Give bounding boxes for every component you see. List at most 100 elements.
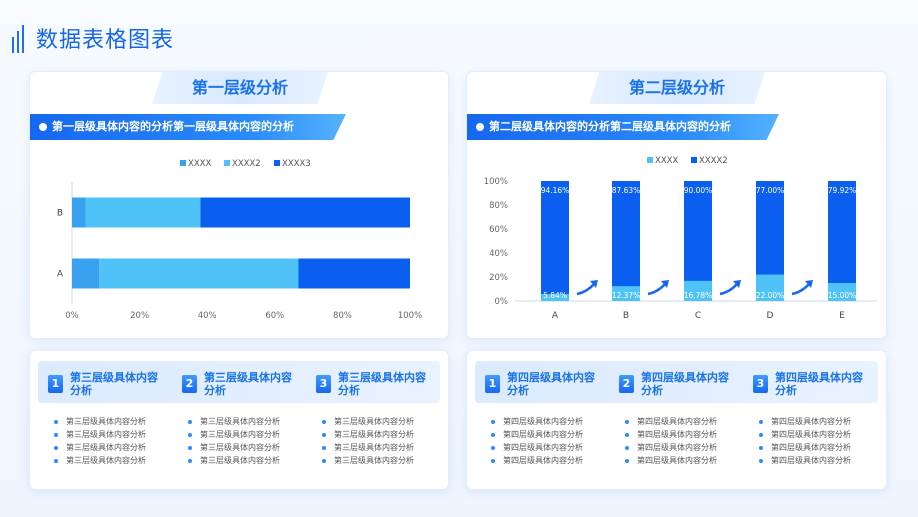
panel-header-left: 第一层级分析 bbox=[152, 72, 328, 104]
horizontal-bar-chart: XXXX XXXX2 XXXX3 A B 0% 20% 40% 60% 80% 100% bbox=[57, 159, 422, 321]
column-bar-segment bbox=[612, 286, 640, 301]
trend-arrow-icon bbox=[719, 283, 738, 296]
number-badge: 3 bbox=[753, 375, 768, 393]
y-tick-label: 80% bbox=[489, 201, 508, 211]
list-item: 第四层级具体内容分析 bbox=[625, 454, 717, 467]
list-item: 第三层级具体内容分析 bbox=[54, 428, 146, 441]
column-bar bbox=[541, 181, 569, 301]
y-tick-label: 60% bbox=[489, 225, 508, 235]
column-chart: XXXX XXXX2 0% 20% 40% 60% 80% 100% 94.16% 5.84% A 8… bbox=[484, 156, 877, 321]
x-tick-label: D bbox=[767, 311, 774, 321]
bar-segment bbox=[99, 258, 299, 289]
card-column: 1 第四层级具体内容分析 第四层级具体内容分析 第四层级具体内容分析 第四层级具体内容分… bbox=[485, 351, 615, 481]
page-header: 数据表格图表 bbox=[10, 22, 174, 54]
column-bar-segment bbox=[684, 280, 712, 301]
list-item: 第四层级具体内容分析 bbox=[759, 454, 851, 467]
list-item: 第四层级具体内容分析 bbox=[759, 441, 851, 454]
bullet-list: 第三层级具体内容分析 第三层级具体内容分析 第三层级具体内容分析 第三层级具体内容分析 bbox=[322, 415, 414, 467]
x-tick-label: 100% bbox=[398, 311, 422, 321]
trend-arrow-icon bbox=[647, 283, 666, 296]
data-label: 94.16% bbox=[541, 186, 570, 195]
y-tick-label: B bbox=[57, 209, 63, 219]
x-tick-label: C bbox=[695, 311, 701, 321]
number-badge: 2 bbox=[182, 375, 197, 393]
data-label: 15.00% bbox=[828, 291, 857, 300]
data-label: 22.00% bbox=[756, 291, 785, 300]
x-tick-label: 80% bbox=[333, 311, 352, 321]
column-bar bbox=[612, 181, 640, 301]
bullet-list: 第三层级具体内容分析 第三层级具体内容分析 第三层级具体内容分析 第三层级具体内容分析 bbox=[54, 415, 146, 467]
trend-arrow-head-icon bbox=[733, 280, 741, 288]
data-label: 90.00% bbox=[684, 186, 713, 195]
card-right-header-strip bbox=[475, 361, 878, 403]
data-label: 5.84% bbox=[543, 291, 567, 300]
bar-segment bbox=[72, 258, 100, 289]
list-item: 第三层级具体内容分析 bbox=[54, 454, 146, 467]
card-column: 1 第三层级具体内容分析 第三层级具体内容分析 第三层级具体内容分析 第三层级具体内容分… bbox=[48, 351, 178, 481]
list-item: 第三层级具体内容分析 bbox=[188, 415, 280, 428]
bar-segment bbox=[85, 197, 201, 228]
column-bar-segment bbox=[756, 274, 784, 301]
legend-label: XXXX2 bbox=[699, 156, 728, 166]
list-item: 第四层级具体内容分析 bbox=[625, 441, 717, 454]
list-item: 第四层级具体内容分析 bbox=[625, 428, 717, 441]
card-column: 3 第三层级具体内容分析 第三层级具体内容分析 第三层级具体内容分析 第三层级具体内容分… bbox=[316, 351, 446, 481]
legend-swatch bbox=[691, 157, 697, 163]
bar-segment bbox=[200, 197, 410, 228]
column-title: 第四层级具体内容分析 bbox=[641, 371, 729, 397]
data-label: 79.92% bbox=[828, 186, 857, 195]
x-tick-label: B bbox=[623, 311, 629, 321]
legend-label: XXXX3 bbox=[282, 159, 311, 169]
column-bar-segment bbox=[828, 283, 856, 301]
column-title: 第四层级具体内容分析 bbox=[775, 371, 863, 397]
legend-swatch bbox=[647, 157, 653, 163]
column-bar bbox=[828, 181, 856, 301]
card-right: 1 第四层级具体内容分析 第四层级具体内容分析 第四层级具体内容分析 第四层级具体内容分… bbox=[466, 350, 887, 490]
list-item: 第四层级具体内容分析 bbox=[759, 415, 851, 428]
trend-arrow-icon bbox=[576, 283, 595, 296]
card-column: 3 第四层级具体内容分析 第四层级具体内容分析 第四层级具体内容分析 第四层级具体内容分… bbox=[753, 351, 883, 481]
subheader-left-text: 第一层级具体内容的分析第一层级具体内容的分析 bbox=[52, 120, 294, 133]
list-item: 第三层级具体内容分析 bbox=[188, 428, 280, 441]
y-tick-label: 0% bbox=[495, 297, 509, 307]
data-label: 87.63% bbox=[612, 186, 641, 195]
list-item: 第四层级具体内容分析 bbox=[491, 454, 583, 467]
column-title: 第四层级具体内容分析 bbox=[507, 371, 595, 397]
card-left-header-strip bbox=[38, 361, 440, 403]
subheader-right: 第二层级具体内容的分析第二层级具体内容的分析 bbox=[467, 114, 779, 140]
panel-header-right: 第二层级分析 bbox=[589, 72, 765, 104]
x-tick-label: E bbox=[839, 311, 845, 321]
number-badge: 1 bbox=[485, 375, 500, 393]
list-item: 第四层级具体内容分析 bbox=[759, 428, 851, 441]
x-tick-label: 0% bbox=[65, 311, 79, 321]
bullet-icon bbox=[476, 123, 484, 131]
y-tick-label: 100% bbox=[484, 177, 508, 187]
x-tick-label: A bbox=[552, 311, 559, 321]
list-item: 第四层级具体内容分析 bbox=[491, 415, 583, 428]
trend-arrow-icon bbox=[791, 283, 810, 296]
list-item: 第三层级具体内容分析 bbox=[188, 441, 280, 454]
legend-label: XXXX bbox=[655, 156, 678, 166]
list-item: 第三层级具体内容分析 bbox=[188, 454, 280, 467]
list-item: 第四层级具体内容分析 bbox=[491, 428, 583, 441]
subheader-left: 第一层级具体内容的分析第一层级具体内容的分析 bbox=[30, 114, 346, 140]
bullet-list: 第三层级具体内容分析 第三层级具体内容分析 第三层级具体内容分析 第三层级具体内容分析 bbox=[188, 415, 280, 467]
list-item: 第三层级具体内容分析 bbox=[322, 428, 414, 441]
y-tick-label: 40% bbox=[489, 249, 508, 259]
legend-swatch bbox=[180, 160, 186, 166]
y-tick-label: A bbox=[57, 270, 64, 280]
legend-swatch bbox=[274, 160, 280, 166]
subheader-right-text: 第二层级具体内容的分析第二层级具体内容的分析 bbox=[489, 120, 731, 133]
legend-label: XXXX2 bbox=[232, 159, 261, 169]
number-badge: 1 bbox=[48, 375, 63, 393]
card-column: 2 第四层级具体内容分析 第四层级具体内容分析 第四层级具体内容分析 第四层级具体内容分… bbox=[619, 351, 749, 481]
list-item: 第四层级具体内容分析 bbox=[491, 441, 583, 454]
list-item: 第三层级具体内容分析 bbox=[322, 441, 414, 454]
trend-arrow-head-icon bbox=[661, 280, 669, 288]
data-label: 77.00% bbox=[756, 186, 785, 195]
x-tick-label: 40% bbox=[198, 311, 217, 321]
data-label: 12.37% bbox=[612, 291, 641, 300]
list-item: 第三层级具体内容分析 bbox=[54, 415, 146, 428]
list-item: 第四层级具体内容分析 bbox=[625, 415, 717, 428]
x-tick-label: 60% bbox=[265, 311, 284, 321]
